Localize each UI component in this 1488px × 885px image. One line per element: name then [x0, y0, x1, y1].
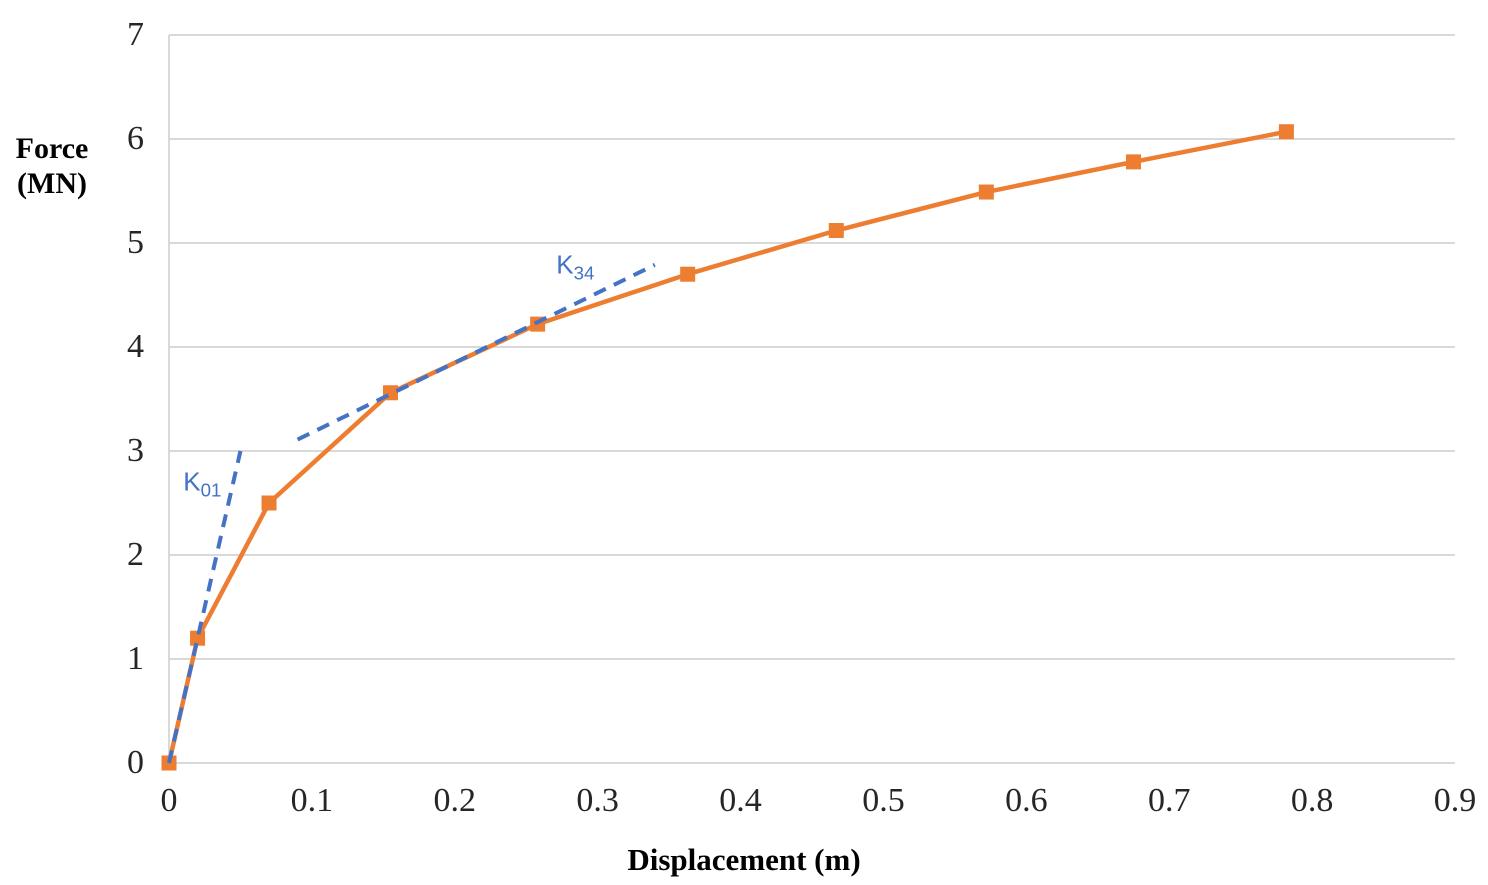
secant-line-K34: [296, 263, 656, 442]
x-tick-label: 0.1: [290, 782, 334, 819]
data-point-marker: [190, 630, 206, 646]
y-tick-label: 7: [127, 16, 144, 53]
secant-line-K01: [167, 450, 243, 764]
x-tick-label: 0.2: [433, 782, 477, 819]
annotation-K34-label: K34: [556, 249, 594, 282]
annotation-K01-label: K01: [183, 466, 222, 501]
data-point-marker: [1278, 124, 1294, 140]
x-tick-label: 0.9: [1433, 782, 1477, 819]
x-tick-label: 0.5: [862, 782, 905, 819]
annotation-K34-main: K: [556, 249, 574, 280]
annotation-K01-sub: 01: [200, 479, 222, 501]
y-tick-label: 0: [127, 744, 144, 781]
x-tick-label: 0.3: [576, 782, 619, 819]
annotation-K34-sub: 34: [573, 262, 595, 284]
y-tick-label: 4: [127, 328, 144, 365]
y-tick-label: 1: [127, 640, 144, 677]
y-tick-label: 2: [127, 536, 144, 573]
y-tick-label: 3: [127, 432, 144, 469]
x-tick-label: 0.7: [1147, 782, 1191, 819]
y-axis-title-line1: Force: [15, 132, 89, 165]
data-point-marker: [261, 495, 277, 511]
y-axis-title-line2: (MN): [17, 167, 87, 200]
annotation-K01-main: K: [183, 466, 201, 497]
data-point-marker: [1126, 154, 1141, 170]
x-tick-label: 0: [160, 782, 178, 819]
series-line-force-displacement: [166, 129, 1289, 766]
y-axis-title: Force (MN): [0, 131, 104, 201]
y-tick-label: 5: [127, 224, 144, 261]
data-point-marker: [680, 266, 696, 282]
y-tick-label: 6: [127, 120, 144, 157]
x-tick-label: 0.4: [719, 782, 762, 819]
x-tick-label: 0.8: [1290, 782, 1334, 819]
data-point-marker: [828, 223, 844, 239]
x-axis-title: Displacement (m): [627, 842, 861, 877]
data-point-marker: [978, 184, 994, 200]
x-tick-label: 0.6: [1005, 782, 1048, 819]
